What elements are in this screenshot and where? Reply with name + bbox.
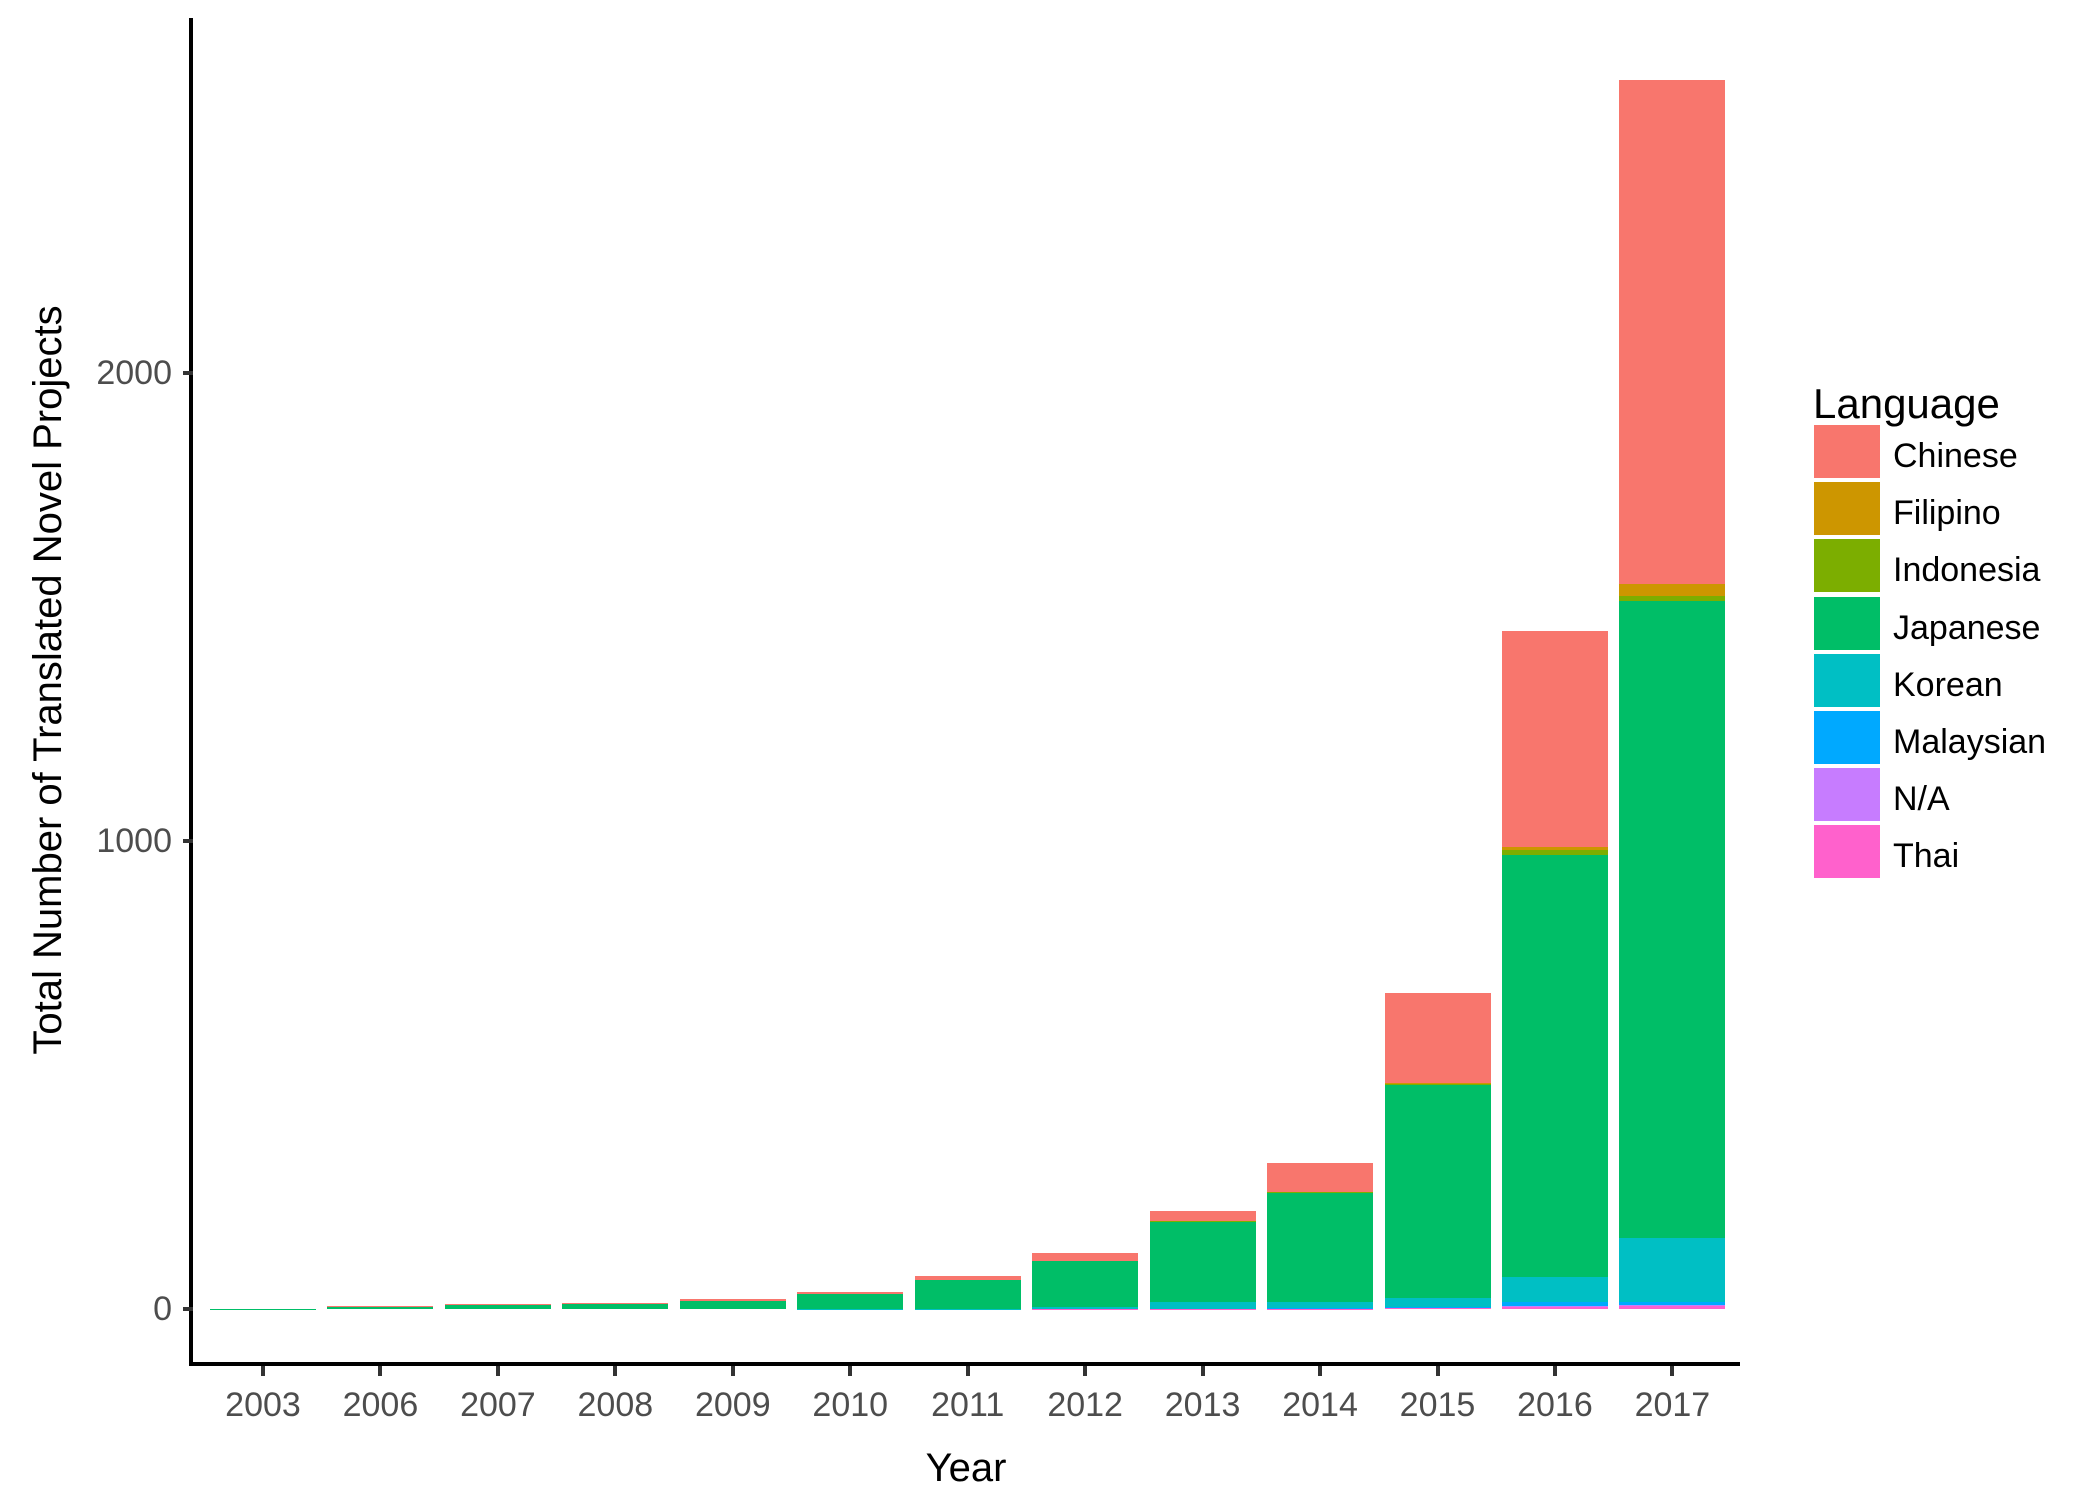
bar-segment-korean-2015 bbox=[1384, 1297, 1491, 1308]
bar-segment-korean-2013 bbox=[1149, 1301, 1256, 1309]
x-tick-label: 2012 bbox=[1047, 1386, 1123, 1424]
bar-segment-chinese-2013 bbox=[1149, 1210, 1256, 1221]
bar-segment-chinese-2008 bbox=[562, 1302, 669, 1305]
bar-segment-japanese-2013 bbox=[1149, 1221, 1256, 1302]
legend-swatch-chinese bbox=[1814, 425, 1880, 478]
bar-segment-thai-2015 bbox=[1384, 1308, 1491, 1309]
x-axis-title: Year bbox=[925, 1446, 1007, 1490]
x-tick-label: 2015 bbox=[1399, 1386, 1476, 1424]
bar-segment-japanese-2014 bbox=[1267, 1192, 1374, 1302]
bar-segment-chinese-2009 bbox=[679, 1299, 786, 1302]
x-tick-label: 2006 bbox=[342, 1386, 419, 1424]
legend-label-chinese: Chinese bbox=[1893, 437, 2018, 475]
x-tick-label: 2011 bbox=[931, 1386, 1005, 1424]
x-tick-label: 2007 bbox=[460, 1386, 536, 1424]
x-tick-mark bbox=[1318, 1366, 1323, 1376]
x-tick-mark bbox=[613, 1366, 618, 1376]
x-axis-line bbox=[189, 1362, 1740, 1366]
bar-segment-thai-2017 bbox=[1619, 1306, 1726, 1309]
legend-label-filipino: Filipino bbox=[1893, 494, 2001, 533]
y-tick-mark bbox=[183, 371, 193, 375]
y-tick-mark bbox=[183, 1307, 193, 1311]
bar-segment-japanese-2006 bbox=[327, 1307, 434, 1309]
x-tick-mark bbox=[965, 1366, 970, 1376]
x-tick-label: 2016 bbox=[1517, 1386, 1593, 1424]
bar-segment-filipino-2015 bbox=[1384, 1082, 1491, 1084]
bar-segment-filipino-2016 bbox=[1501, 846, 1608, 851]
x-tick-mark bbox=[848, 1366, 853, 1376]
bar-segment-japanese-2009 bbox=[679, 1301, 786, 1309]
x-tick-label: 2003 bbox=[225, 1386, 301, 1424]
x-tick-label: 2014 bbox=[1282, 1386, 1358, 1424]
legend-label-thai: Thai bbox=[1893, 837, 1960, 876]
bar-segment-korean-2014 bbox=[1267, 1301, 1374, 1309]
legend-swatch-japanese bbox=[1814, 596, 1880, 650]
legend-label-na: N/A bbox=[1893, 780, 1950, 819]
bar-segment-chinese-2010 bbox=[797, 1291, 904, 1294]
y-tick-label: 0 bbox=[153, 1290, 172, 1328]
bar-segment-korean-2012 bbox=[1032, 1306, 1139, 1309]
x-tick-mark bbox=[1200, 1366, 1205, 1376]
bar-segment-indonesia-2015 bbox=[1384, 1083, 1491, 1085]
legend-label-japanese: Japanese bbox=[1893, 608, 2041, 647]
bar-segment-malaysian-2015 bbox=[1384, 1307, 1491, 1309]
y-axis-title: Total Number of Translated Novel Project… bbox=[26, 305, 70, 1055]
bar-segment-japanese-2017 bbox=[1619, 600, 1726, 1238]
x-tick-mark bbox=[730, 1366, 735, 1376]
bar-segment-malaysian-2016 bbox=[1501, 1302, 1608, 1306]
y-tick-mark bbox=[183, 839, 193, 843]
bar-segment-japanese-2016 bbox=[1501, 854, 1608, 1277]
bar-segment-malaysian-2017 bbox=[1619, 1301, 1726, 1306]
bar-segment-korean-2017 bbox=[1619, 1237, 1726, 1302]
bar-segment-na-2017 bbox=[1619, 1305, 1726, 1307]
x-tick-mark bbox=[1670, 1366, 1675, 1376]
bar-segment-thai-2016 bbox=[1501, 1306, 1608, 1309]
x-tick-label: 2009 bbox=[694, 1386, 771, 1424]
legend-label-korean: Korean bbox=[1893, 665, 2003, 704]
bar-segment-korean-2016 bbox=[1501, 1276, 1608, 1303]
bar-segment-japanese-2007 bbox=[444, 1304, 551, 1309]
bar-segment-chinese-2015 bbox=[1384, 993, 1491, 1083]
bar-segment-japanese-2010 bbox=[797, 1294, 904, 1309]
x-tick-mark bbox=[378, 1366, 383, 1376]
legend-label-indonesia: Indonesia bbox=[1893, 551, 2041, 590]
bar-segment-japanese-2008 bbox=[562, 1304, 669, 1309]
bar-segment-chinese-2007 bbox=[444, 1303, 551, 1305]
legend-label-malaysian: Malaysian bbox=[1893, 723, 2047, 761]
legend-swatch-thai bbox=[1814, 825, 1880, 879]
bar-segment-japanese-2012 bbox=[1032, 1260, 1139, 1307]
x-tick-mark bbox=[261, 1366, 265, 1376]
x-tick-label: 2013 bbox=[1164, 1386, 1241, 1424]
y-tick-label: 2000 bbox=[96, 354, 172, 392]
x-tick-label: 2008 bbox=[577, 1386, 654, 1424]
y-axis-line bbox=[189, 18, 193, 1366]
bar-segment-indonesia-2016 bbox=[1501, 850, 1608, 855]
bar-segment-indonesia-2017 bbox=[1619, 595, 1726, 601]
legend-swatch-korean bbox=[1814, 653, 1880, 707]
x-tick-mark bbox=[1435, 1366, 1440, 1376]
legend-swatch-indonesia bbox=[1814, 539, 1880, 593]
bar-segment-chinese-2014 bbox=[1267, 1162, 1374, 1192]
x-tick-label: 2017 bbox=[1634, 1386, 1711, 1424]
legend-swatch-malaysian bbox=[1814, 711, 1880, 764]
x-tick-mark bbox=[495, 1366, 500, 1376]
x-tick-mark bbox=[1552, 1366, 1557, 1376]
bar-segment-japanese-2011 bbox=[914, 1279, 1021, 1309]
legend-swatch-filipino bbox=[1814, 482, 1880, 536]
bar-segment-filipino-2017 bbox=[1619, 583, 1726, 596]
bar-segment-chinese-2006 bbox=[327, 1306, 434, 1308]
y-tick-label: 1000 bbox=[96, 822, 172, 860]
x-tick-mark bbox=[1083, 1366, 1088, 1376]
bar-segment-chinese-2016 bbox=[1501, 631, 1608, 847]
x-tick-label: 2010 bbox=[812, 1386, 889, 1424]
legend-title: Language bbox=[1813, 380, 2000, 427]
legend-swatch-na bbox=[1814, 768, 1880, 822]
bar-segment-chinese-2012 bbox=[1032, 1252, 1139, 1261]
bar-segment-japanese-2015 bbox=[1384, 1084, 1491, 1298]
bar-segment-chinese-2017 bbox=[1619, 79, 1726, 584]
bar-segment-chinese-2011 bbox=[914, 1275, 1021, 1280]
